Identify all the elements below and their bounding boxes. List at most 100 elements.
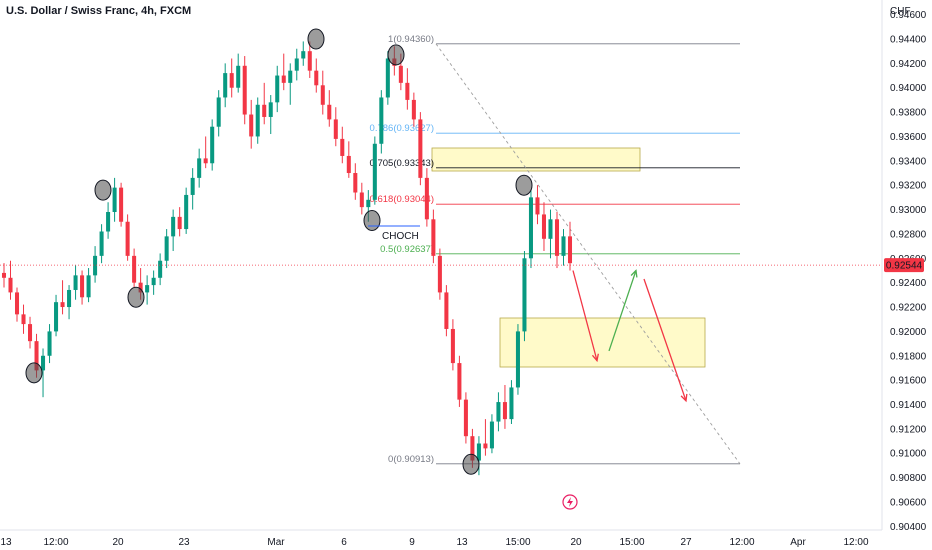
candle-body bbox=[67, 289, 72, 308]
x-tick-label: Mar bbox=[267, 537, 285, 548]
candle-body bbox=[281, 75, 286, 83]
y-tick-label: 0.93200 bbox=[890, 181, 927, 192]
x-tick-label: 9 bbox=[409, 537, 415, 548]
y-tick-label: 0.93400 bbox=[890, 156, 927, 167]
candle-body bbox=[301, 51, 306, 59]
y-tick-label: 0.91000 bbox=[890, 449, 927, 460]
candle-body bbox=[171, 216, 176, 237]
candle-body bbox=[210, 126, 215, 164]
candle-body bbox=[509, 387, 514, 420]
candle-body bbox=[489, 421, 494, 449]
swing-point-marker bbox=[515, 174, 533, 196]
candle-body bbox=[242, 65, 247, 115]
projection-arrow-down-2-head bbox=[680, 393, 688, 403]
candle-body bbox=[418, 119, 423, 178]
current-price-badge bbox=[884, 258, 924, 273]
candle-body bbox=[320, 85, 325, 105]
choch-label: CHOCH bbox=[382, 231, 419, 242]
swing-point-marker bbox=[307, 28, 325, 50]
projection-arrow-down-1 bbox=[572, 270, 598, 361]
y-tick-label: 0.94400 bbox=[890, 34, 927, 45]
x-tick-label: 20 bbox=[112, 537, 124, 548]
candle-body bbox=[184, 194, 189, 230]
candle-body bbox=[346, 155, 351, 174]
candle-body bbox=[93, 255, 98, 276]
chart-title: U.S. Dollar / Swiss Franc, 4h, FXCM bbox=[6, 5, 191, 17]
fib-level-label: 0.618(0.93044) bbox=[370, 194, 434, 205]
swing-point-marker bbox=[387, 44, 405, 66]
candle-body bbox=[411, 99, 416, 120]
y-tick-label: 0.93600 bbox=[890, 132, 927, 143]
x-tick-label: Apr bbox=[790, 537, 806, 548]
x-tick-label: 27 bbox=[680, 537, 692, 548]
candle-body bbox=[112, 187, 117, 212]
x-tick-label: 20 bbox=[570, 537, 582, 548]
swing-point-marker bbox=[127, 286, 145, 308]
swing-point-marker bbox=[462, 453, 480, 475]
candle-body bbox=[437, 255, 442, 293]
candle-body bbox=[190, 177, 195, 195]
fib-level-label: 0(0.90913) bbox=[388, 454, 434, 465]
candle-body bbox=[164, 236, 169, 261]
y-tick-label: 0.91200 bbox=[890, 424, 927, 435]
y-tick-label: 0.92400 bbox=[890, 278, 927, 289]
candle-body bbox=[8, 277, 13, 293]
candle-body bbox=[119, 187, 124, 222]
candle-body bbox=[541, 214, 546, 239]
candle-body bbox=[197, 158, 202, 178]
candle-body bbox=[450, 328, 455, 364]
axis-layer: 0.94600 0.94400 0.94200 0.94000 0.93800 0.936… bbox=[0, 10, 927, 548]
y-tick-label: 0.92000 bbox=[890, 327, 927, 338]
candle-body bbox=[340, 138, 345, 156]
y-tick-label: 0.94200 bbox=[890, 59, 927, 70]
candle-body bbox=[385, 58, 390, 98]
candle-body bbox=[444, 292, 449, 329]
candle-body bbox=[229, 73, 234, 88]
y-tick-label: 0.91800 bbox=[890, 351, 927, 362]
lightning-icon[interactable] bbox=[562, 494, 578, 510]
y-tick-label: 0.90400 bbox=[890, 522, 927, 533]
candle-body bbox=[41, 355, 46, 371]
y-tick-label: 0.92200 bbox=[890, 303, 927, 314]
candle-body bbox=[496, 402, 501, 422]
candle-body bbox=[476, 443, 481, 461]
candle-body bbox=[145, 285, 150, 293]
candle-body bbox=[515, 331, 520, 388]
candle-body bbox=[138, 282, 143, 293]
y-tick-label: 0.91400 bbox=[890, 400, 927, 411]
y-tick-label: 0.92800 bbox=[890, 229, 927, 240]
x-tick-label: 6 bbox=[341, 537, 347, 548]
candle-body bbox=[158, 260, 163, 278]
candle-body bbox=[262, 104, 267, 117]
projection-arrow-down-2 bbox=[643, 278, 687, 402]
currency-label: CHF bbox=[890, 6, 911, 17]
candles-layer bbox=[1, 41, 573, 476]
candle-body bbox=[125, 221, 130, 256]
x-tick-label: 15:00 bbox=[505, 537, 530, 548]
candle-body bbox=[372, 143, 377, 200]
candle-body bbox=[203, 158, 208, 164]
candle-body bbox=[268, 102, 273, 117]
candle-body bbox=[255, 104, 260, 137]
fib-layer: 1(0.94360) 0.786(0.93627) 0.705(0.93343) 0.… bbox=[370, 34, 741, 465]
candle-body bbox=[457, 363, 462, 400]
candle-body bbox=[483, 443, 488, 449]
y-tick-label: 0.93800 bbox=[890, 108, 927, 119]
candle-body bbox=[398, 65, 403, 83]
y-tick-label: 0.90800 bbox=[890, 473, 927, 484]
candle-body bbox=[307, 51, 312, 71]
x-tick-label: 13 bbox=[456, 537, 468, 548]
candle-body bbox=[177, 216, 182, 230]
candle-body bbox=[366, 199, 371, 208]
candle-body bbox=[1, 272, 7, 278]
candle-body bbox=[353, 173, 358, 193]
candle-body bbox=[236, 65, 241, 88]
y-tick-label: 0.94000 bbox=[890, 83, 927, 94]
y-tick-label: 0.90600 bbox=[890, 497, 927, 508]
candle-body bbox=[216, 97, 221, 127]
x-tick-label: 12:00 bbox=[43, 537, 68, 548]
x-tick-label: 13 bbox=[0, 537, 12, 548]
candle-body bbox=[379, 97, 384, 144]
candle-body bbox=[86, 275, 91, 298]
